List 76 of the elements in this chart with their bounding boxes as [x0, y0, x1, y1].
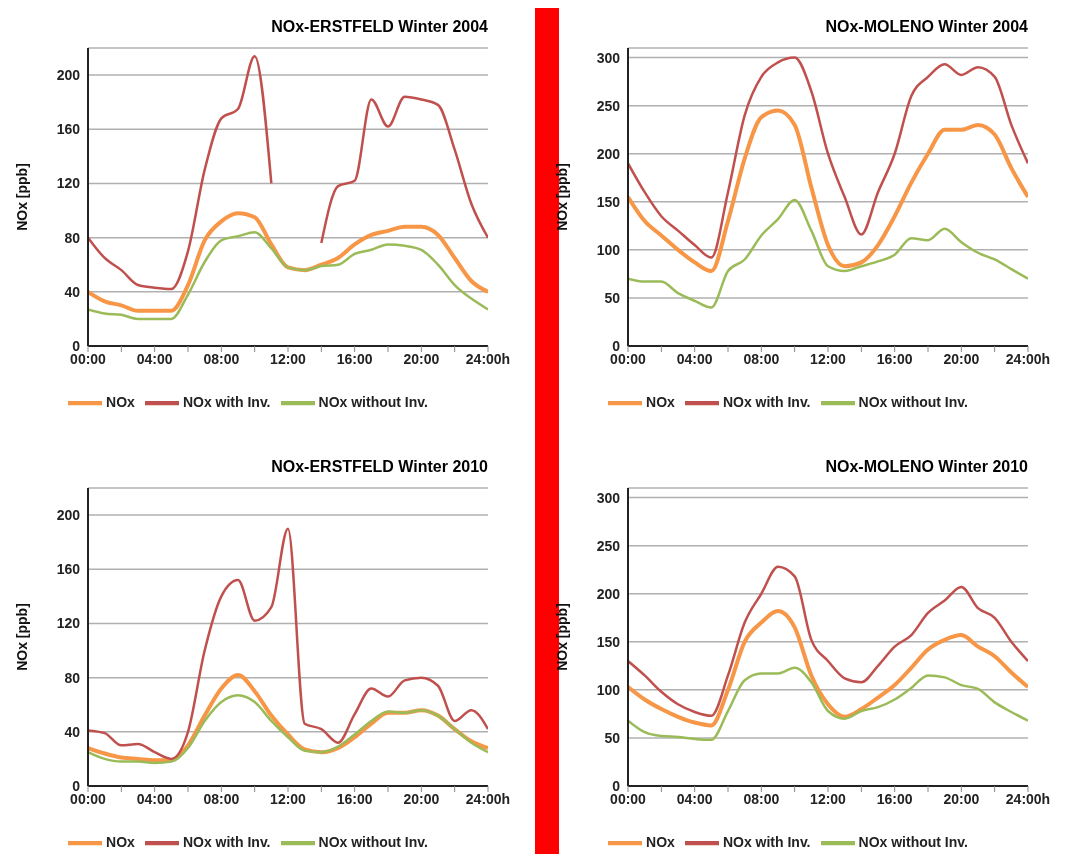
line-series: [628, 609, 1028, 728]
x-tick-label: 08:00: [203, 790, 240, 807]
line-series: [88, 527, 488, 761]
x-tick-label: 04:00: [676, 790, 713, 807]
legend-label: NOx: [646, 393, 675, 410]
y-tick-label: 80: [64, 229, 81, 246]
y-axis-title: NOx [ppb]: [13, 603, 30, 671]
x-tick-label: 24:00h: [1005, 350, 1051, 367]
x-tick-label: 12:00: [270, 790, 307, 807]
legend-label: NOx: [646, 833, 675, 850]
line-series: [628, 565, 1028, 718]
legend-label: NOx with Inv.: [182, 833, 271, 850]
x-tick-label: 24:00h: [465, 350, 511, 367]
x-tick-label: 24:00h: [465, 790, 511, 807]
y-tick-label: 250: [596, 97, 621, 114]
x-tick-label: 04:00: [136, 790, 173, 807]
y-tick-label: 160: [56, 561, 81, 578]
y-tick-label: 40: [64, 283, 81, 300]
y-axis-title: NOx [ppb]: [553, 603, 570, 671]
x-tick-label: 16:00: [876, 790, 913, 807]
x-tick-label: 12:00: [810, 350, 847, 367]
y-tick-label: 100: [596, 681, 621, 698]
line-series: [628, 666, 1028, 742]
chart-title: NOx-MOLENO Winter 2004: [824, 18, 1029, 37]
y-tick-label: 160: [56, 121, 81, 138]
x-tick-label: 24:00h: [1005, 790, 1051, 807]
legend-label: NOx with Inv.: [722, 833, 811, 850]
y-tick-label: 300: [596, 49, 621, 66]
y-tick-label: 200: [56, 67, 81, 84]
chart-title: NOx-ERSTFELD Winter 2004: [270, 18, 489, 37]
y-tick-label: 200: [596, 585, 621, 602]
x-tick-label: 08:00: [203, 350, 240, 367]
y-axis-title: NOx [ppb]: [553, 163, 570, 231]
y-tick-label: 100: [596, 241, 621, 258]
y-tick-label: 40: [64, 723, 81, 740]
legend-label: NOx with Inv.: [182, 393, 271, 410]
legend-label: NOx without Inv.: [318, 393, 428, 410]
x-tick-label: 12:00: [810, 790, 847, 807]
y-tick-label: 300: [596, 489, 621, 506]
x-tick-label: 08:00: [743, 790, 780, 807]
x-tick-label: 20:00: [943, 790, 980, 807]
line-series: [628, 56, 1028, 259]
y-tick-label: 250: [596, 537, 621, 554]
chart-title: NOx-MOLENO Winter 2010: [824, 458, 1029, 477]
chart-title: NOx-ERSTFELD Winter 2010: [270, 458, 489, 477]
line-series: [628, 198, 1028, 309]
legend-label: NOx: [106, 833, 135, 850]
line-series: [88, 694, 488, 765]
y-tick-label: 200: [56, 507, 81, 524]
legend-label: NOx without Inv.: [858, 393, 968, 410]
y-tick-label: 150: [596, 633, 621, 650]
y-tick-label: 80: [64, 669, 81, 686]
y-tick-label: 50: [604, 289, 621, 306]
legend-label: NOx: [106, 393, 135, 410]
x-tick-label: 08:00: [743, 350, 780, 367]
legend-label: NOx with Inv.: [722, 393, 811, 410]
y-tick-label: 120: [56, 175, 81, 192]
legend-label: NOx without Inv.: [318, 833, 428, 850]
x-tick-label: 16:00: [336, 790, 373, 807]
x-tick-label: 04:00: [136, 350, 173, 367]
x-tick-label: 20:00: [403, 790, 440, 807]
x-tick-label: 16:00: [336, 350, 373, 367]
line-series: [88, 230, 488, 321]
y-tick-label: 200: [596, 145, 621, 162]
y-axis-title: NOx [ppb]: [13, 163, 30, 231]
legend-label: NOx without Inv.: [858, 833, 968, 850]
x-tick-label: 20:00: [403, 350, 440, 367]
y-tick-label: 50: [604, 729, 621, 746]
y-tick-label: 150: [596, 193, 621, 210]
line-series: [628, 108, 1028, 274]
x-tick-label: 16:00: [876, 350, 913, 367]
x-tick-label: 20:00: [943, 350, 980, 367]
x-tick-label: 12:00: [270, 350, 307, 367]
x-tick-label: 04:00: [676, 350, 713, 367]
line-series: [88, 211, 488, 313]
y-tick-label: 120: [56, 615, 81, 632]
